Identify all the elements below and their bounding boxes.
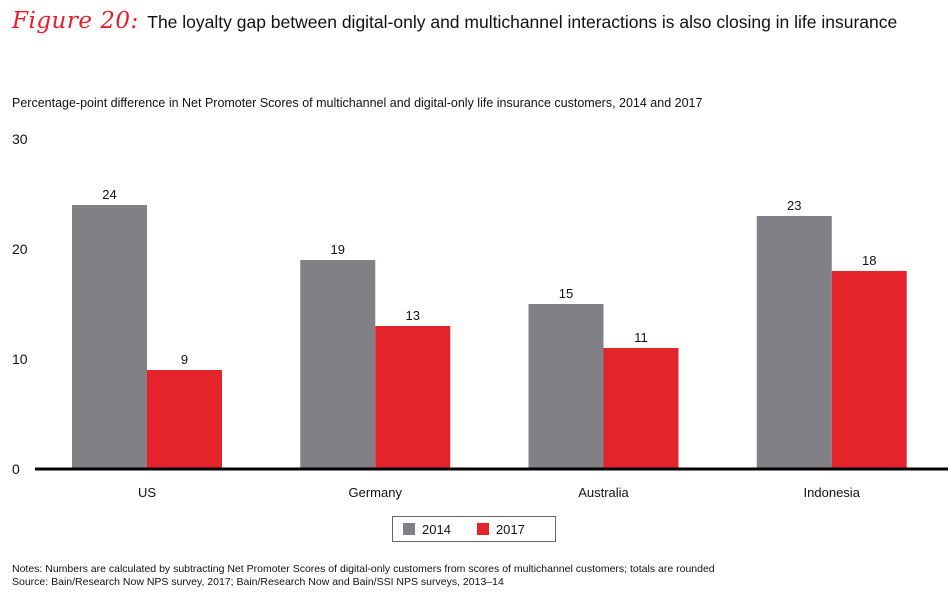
notes-text: Notes: Numbers are calculated by subtrac… [12, 563, 715, 575]
bar-2017-germany [375, 326, 451, 469]
bar-2017-us [147, 370, 222, 469]
legend-swatch-2017 [476, 523, 489, 535]
x-tick-label: US [138, 485, 156, 500]
y-tick-label: 20 [12, 241, 28, 257]
y-tick-label: 30 [12, 131, 28, 147]
chart-subtitle: Percentage-point difference in Net Promo… [12, 96, 703, 110]
figure-label: Figure 20: [12, 8, 139, 34]
data-label: 24 [102, 187, 116, 202]
legend-swatch-2014 [403, 523, 415, 535]
x-tick-label: Indonesia [804, 485, 861, 500]
bar-2014-australia [528, 304, 604, 469]
data-label: 11 [634, 330, 648, 345]
x-tick-label: Australia [578, 485, 629, 500]
notes: Notes: Numbers are calculated by subtrac… [12, 563, 715, 589]
x-tick-label: Germany [349, 485, 403, 500]
data-label: 15 [559, 286, 573, 301]
figure-title: The loyalty gap between digital-only and… [147, 12, 898, 32]
y-tick-label: 0 [12, 461, 20, 477]
legend-label-2017: 2017 [495, 521, 525, 537]
bar-chart: 0 10 20 30 24 9 US 19 13 Germany 15 11 Australia 23 18… [12, 131, 948, 500]
data-label: 18 [862, 253, 876, 268]
figure-header: Figure 20: The loyalty gap between digit… [12, 8, 897, 34]
bar-2014-germany [300, 260, 376, 469]
data-label: 23 [787, 198, 801, 213]
source-text: Source: Bain/Research Now NPS survey, 20… [12, 576, 504, 588]
legend-label-2014: 2014 [422, 521, 451, 537]
data-label: 19 [331, 242, 345, 257]
legend-item-2014: 2014 [403, 522, 451, 537]
chart-legend: 2014 2017 [392, 516, 556, 542]
legend-item-2017: 2017 [476, 521, 525, 537]
data-label: 9 [181, 352, 188, 367]
bar-2017-indonesia [831, 271, 907, 469]
bar-2014-us [72, 205, 147, 469]
bar-2017-australia [603, 348, 679, 469]
bar-2014-indonesia [756, 216, 832, 469]
y-tick-label: 10 [12, 351, 28, 367]
data-label: 13 [406, 308, 420, 323]
